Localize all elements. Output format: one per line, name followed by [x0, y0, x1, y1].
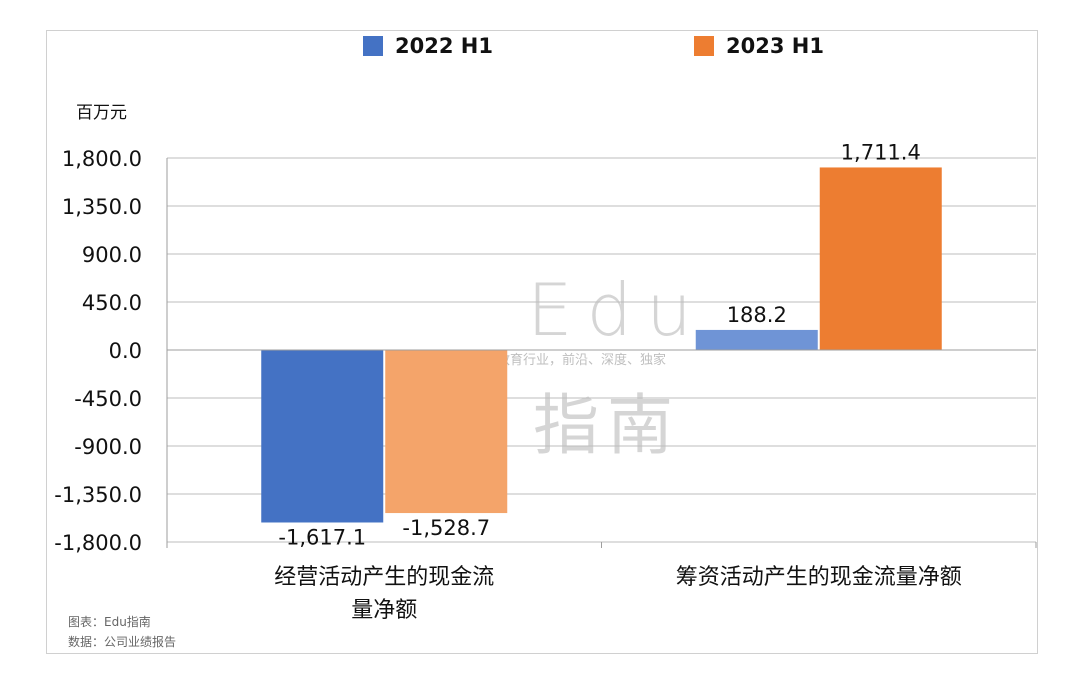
y-tick-label: 1,350.0 [62, 195, 142, 219]
legend-item-2023[interactable]: 2023 H1 [694, 34, 824, 58]
y-tick-label: 450.0 [82, 291, 142, 315]
y-axis-unit: 百万元 [76, 103, 127, 123]
x-category-label: 经营活动产生的现金流 [274, 565, 494, 590]
chart-credit: 图表：Edu指南 [68, 615, 151, 629]
legend: 2022 H1 2023 H1 [0, 34, 1080, 60]
x-category-label: 筹资活动产生的现金流量净额 [676, 565, 962, 590]
bar-2022-H1-1 [695, 329, 818, 350]
data-label: -1,617.1 [278, 525, 366, 549]
watermark-tagline: 教育行业，前沿、深度、独家 [497, 353, 667, 368]
y-tick-label: -450.0 [74, 387, 142, 411]
bar-2023-H1-1 [819, 167, 942, 350]
legend-label-2022: 2022 H1 [395, 34, 493, 58]
watermark-brand-cn: 指南 [533, 387, 681, 464]
chart-frame [46, 30, 1038, 654]
y-tick-label: 1,800.0 [62, 147, 142, 171]
data-label: 1,711.4 [841, 140, 921, 164]
legend-swatch-2023 [694, 36, 714, 56]
bar-2023-H1-0 [385, 350, 508, 514]
y-tick-label: -1,800.0 [54, 531, 142, 555]
y-tick-label: -1,350.0 [54, 483, 142, 507]
data-source: 数据：公司业绩报告 [68, 635, 177, 649]
legend-item-2022[interactable]: 2022 H1 [363, 34, 493, 58]
legend-swatch-2022 [363, 36, 383, 56]
x-category-label: 量净额 [351, 598, 417, 623]
watermark-brand: Edu [527, 268, 706, 352]
y-tick-label: 900.0 [82, 243, 142, 267]
y-tick-label: 0.0 [109, 339, 142, 363]
data-label: 188.2 [727, 303, 787, 327]
y-tick-label: -900.0 [74, 435, 142, 459]
legend-label-2023: 2023 H1 [726, 34, 824, 58]
bar-2022-H1-0 [261, 350, 384, 523]
data-label: -1,528.7 [402, 516, 490, 540]
